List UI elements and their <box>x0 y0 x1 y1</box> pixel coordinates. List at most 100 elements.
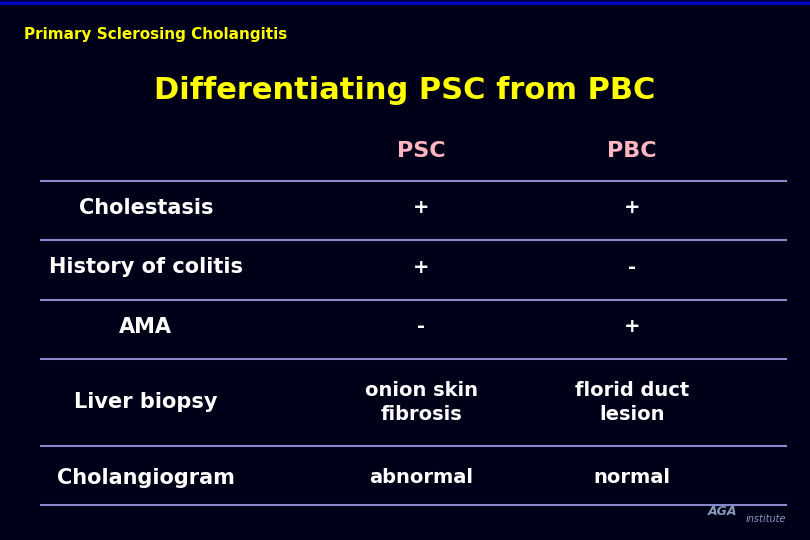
Bar <box>0 1 810 3</box>
Bar <box>0 2 810 5</box>
Bar <box>0 1 810 3</box>
Bar <box>0 0 810 3</box>
Bar <box>0 2 810 5</box>
Bar <box>0 1 810 4</box>
Bar <box>0 0 810 3</box>
Bar <box>0 2 810 4</box>
Bar <box>0 0 810 3</box>
Bar <box>0 3 810 5</box>
Bar <box>0 2 810 5</box>
Bar <box>0 2 810 4</box>
Bar <box>0 2 810 4</box>
Bar <box>0 1 810 3</box>
Bar <box>0 2 810 5</box>
Bar <box>0 2 810 4</box>
Bar <box>0 1 810 3</box>
Bar <box>0 3 810 5</box>
Bar <box>0 2 810 5</box>
Bar <box>0 3 810 5</box>
Text: normal: normal <box>593 468 671 488</box>
Bar <box>0 2 810 4</box>
Bar <box>0 2 810 4</box>
Bar <box>0 1 810 3</box>
Bar <box>0 3 810 5</box>
Bar <box>0 2 810 5</box>
Bar <box>0 0 810 3</box>
Bar <box>0 2 810 5</box>
Bar <box>0 3 810 5</box>
Bar <box>0 2 810 4</box>
Bar <box>0 0 810 3</box>
Bar <box>0 2 810 4</box>
Bar <box>0 3 810 5</box>
Bar <box>0 1 810 4</box>
Bar <box>0 0 810 3</box>
Bar <box>0 1 810 4</box>
Bar <box>0 2 810 5</box>
Bar <box>0 1 810 3</box>
Bar <box>0 1 810 4</box>
Text: +: + <box>413 258 429 277</box>
Bar <box>0 2 810 5</box>
Bar <box>0 2 810 5</box>
Bar <box>0 2 810 5</box>
Bar <box>0 1 810 3</box>
Bar <box>0 2 810 5</box>
Bar <box>0 1 810 4</box>
Bar <box>0 1 810 4</box>
Bar <box>0 1 810 3</box>
Bar <box>0 1 810 3</box>
Bar <box>0 1 810 3</box>
Bar <box>0 2 810 5</box>
Bar <box>0 1 810 4</box>
Text: AMA: AMA <box>119 316 173 337</box>
Bar <box>0 2 810 4</box>
Bar <box>0 2 810 4</box>
Bar <box>0 1 810 4</box>
Bar <box>0 1 810 4</box>
Bar <box>0 0 810 3</box>
Bar <box>0 2 810 4</box>
Bar <box>0 1 810 3</box>
Bar <box>0 0 810 3</box>
Bar <box>0 2 810 5</box>
Bar <box>0 2 810 4</box>
Bar <box>0 1 810 3</box>
Bar <box>0 1 810 3</box>
Bar <box>0 2 810 4</box>
Bar <box>0 1 810 4</box>
Bar <box>0 1 810 3</box>
Bar <box>0 2 810 4</box>
Bar <box>0 2 810 5</box>
Bar <box>0 3 810 5</box>
Bar <box>0 1 810 3</box>
Bar <box>0 2 810 4</box>
Bar <box>0 2 810 5</box>
Bar <box>0 2 810 4</box>
Bar <box>0 2 810 4</box>
Bar <box>0 0 810 3</box>
Bar <box>0 1 810 4</box>
Bar <box>0 2 810 5</box>
Text: Cholestasis: Cholestasis <box>79 198 213 218</box>
Bar <box>0 1 810 3</box>
Bar <box>0 2 810 5</box>
Bar <box>0 0 810 3</box>
Bar <box>0 2 810 5</box>
Bar <box>0 2 810 4</box>
Bar <box>0 0 810 3</box>
Bar <box>0 2 810 5</box>
Bar <box>0 1 810 3</box>
Bar <box>0 1 810 3</box>
Bar <box>0 1 810 3</box>
Bar <box>0 1 810 4</box>
Bar <box>0 0 810 3</box>
Bar <box>0 3 810 5</box>
Bar <box>0 1 810 4</box>
Bar <box>0 1 810 3</box>
Bar <box>0 2 810 5</box>
Bar <box>0 2 810 5</box>
Text: +: + <box>624 198 640 218</box>
Bar <box>0 2 810 4</box>
Bar <box>0 2 810 5</box>
